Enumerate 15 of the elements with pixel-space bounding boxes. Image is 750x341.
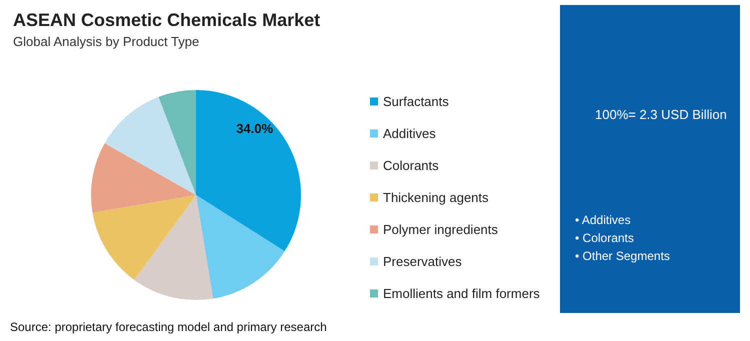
chart-title: ASEAN Cosmetic Chemicals Market bbox=[13, 10, 320, 30]
legend-label: Colorants bbox=[383, 158, 440, 173]
source-note: Source: proprietary forecasting model and primary research bbox=[10, 320, 327, 334]
legend-label: Polymer ingredients bbox=[383, 222, 498, 237]
data-label: 34.0% bbox=[236, 120, 274, 136]
chart-subtitle: Global Analysis by Product Type bbox=[13, 34, 200, 49]
legend-label: Surfactants bbox=[383, 94, 450, 109]
text: • Colorants bbox=[575, 231, 634, 245]
legend-label: Emollients and film formers bbox=[383, 286, 540, 301]
legend-label: Additives bbox=[383, 126, 436, 141]
legend-label: Thickening agents bbox=[383, 190, 490, 205]
text: • Additives bbox=[575, 213, 631, 227]
text: • Other Segments bbox=[575, 249, 670, 263]
legend-label: Preservatives bbox=[383, 254, 462, 269]
text: 100%= 2.3 USD Billion bbox=[595, 107, 727, 122]
